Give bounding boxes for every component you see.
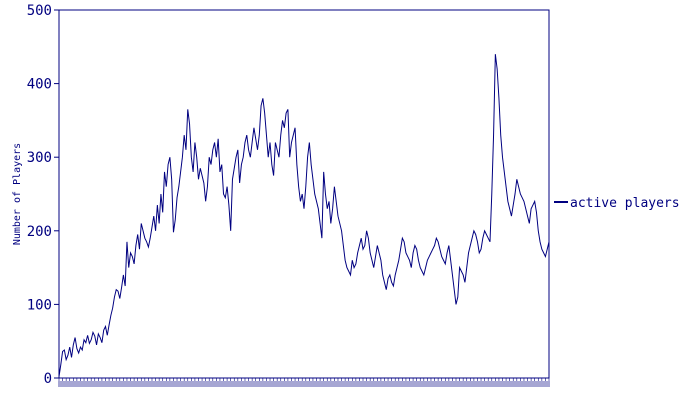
y-tick-label: 100 bbox=[27, 297, 52, 313]
series-line-active-players bbox=[58, 54, 550, 377]
plot-area bbox=[58, 9, 550, 379]
legend: active players bbox=[554, 196, 680, 211]
x-axis bbox=[58, 378, 550, 387]
y-tick-label: 400 bbox=[27, 77, 52, 93]
y-axis: 0 100 200 300 400 500 bbox=[27, 3, 59, 387]
y-tick-label: 500 bbox=[27, 3, 52, 19]
y-tick-label: 0 bbox=[44, 371, 52, 387]
x-tick-label-band bbox=[58, 381, 550, 387]
y-tick-label: 200 bbox=[27, 224, 52, 240]
y-axis-title: Number of Players bbox=[12, 143, 23, 245]
legend-label-active-players: active players bbox=[570, 196, 680, 211]
y-tick-label: 300 bbox=[27, 150, 52, 166]
